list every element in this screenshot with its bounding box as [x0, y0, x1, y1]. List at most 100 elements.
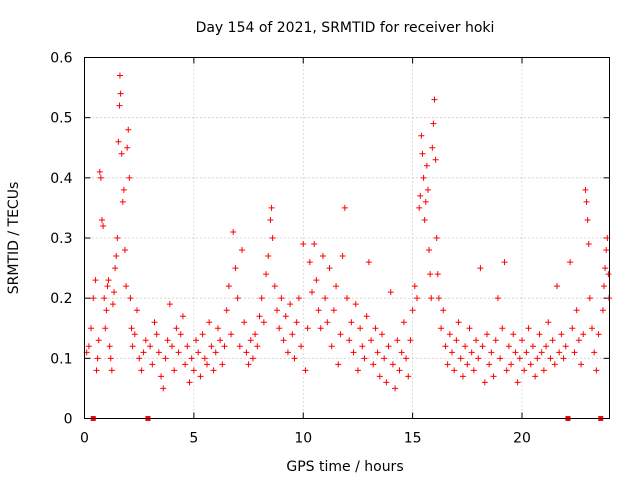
data-point — [536, 331, 543, 338]
data-point — [419, 150, 426, 157]
data-point — [508, 361, 515, 368]
data-point — [396, 367, 403, 374]
data-point — [527, 361, 534, 368]
data-point — [239, 247, 245, 254]
data-point — [403, 355, 410, 362]
data-point — [387, 289, 394, 296]
data-point — [593, 367, 600, 374]
data-point — [337, 331, 344, 338]
data-point — [108, 367, 115, 374]
data-point — [477, 265, 484, 272]
data-point — [438, 325, 445, 332]
data-point — [164, 337, 171, 344]
x-tick-label: 20 — [513, 431, 531, 447]
data-point — [197, 373, 204, 380]
data-point — [591, 349, 598, 356]
data-point — [263, 271, 270, 278]
data-point — [177, 331, 184, 338]
y-tick-label: 0.5 — [50, 111, 72, 127]
data-point — [333, 283, 340, 290]
data-point — [585, 241, 592, 248]
data-point — [420, 174, 427, 181]
data-point — [394, 337, 401, 344]
data-point — [195, 349, 202, 356]
data-point — [112, 265, 119, 272]
data-point — [335, 361, 342, 368]
data-point — [328, 343, 335, 350]
data-point — [127, 295, 134, 302]
data-point — [357, 325, 364, 332]
data-point — [400, 319, 407, 326]
data-point — [324, 319, 331, 326]
data-point — [149, 361, 156, 368]
data-point — [529, 343, 536, 350]
data-point — [304, 325, 311, 332]
y-tick-label: 0.2 — [50, 291, 72, 307]
data-point — [575, 337, 582, 344]
data-point — [372, 325, 379, 332]
data-point — [398, 349, 405, 356]
data-point — [243, 349, 250, 356]
data-point — [228, 331, 235, 338]
data-point — [599, 307, 606, 314]
data-point — [573, 307, 580, 314]
data-point — [124, 144, 131, 151]
data-point — [444, 361, 451, 368]
data-point — [569, 325, 576, 332]
data-point — [276, 325, 283, 332]
data-point — [578, 361, 585, 368]
data-point — [580, 331, 587, 338]
data-point — [313, 277, 320, 284]
data-point — [431, 96, 438, 103]
data-point — [341, 204, 348, 211]
data-point — [111, 289, 118, 296]
data-point — [256, 313, 263, 320]
data-point — [119, 198, 126, 205]
data-point — [309, 289, 315, 296]
data-point — [92, 277, 99, 284]
data-point — [435, 295, 442, 302]
data-point — [354, 367, 361, 374]
chart-title: Day 154 of 2021, SRMTID for receiver hok… — [196, 20, 495, 36]
data-point — [298, 343, 305, 350]
data-point — [193, 337, 200, 344]
data-point — [234, 295, 241, 302]
data-point — [512, 349, 519, 356]
data-point — [138, 367, 145, 374]
data-point — [100, 222, 107, 229]
data-point — [125, 126, 132, 133]
data-point — [315, 307, 322, 314]
data-point — [268, 204, 275, 211]
data-point — [258, 295, 265, 302]
data-point — [85, 343, 92, 350]
data-point — [287, 301, 294, 308]
data-point — [94, 355, 101, 362]
x-tick-label: 10 — [294, 431, 312, 447]
data-point — [96, 168, 103, 175]
data-point — [422, 198, 429, 205]
data-point — [411, 283, 418, 290]
data-point — [414, 295, 420, 302]
data-point — [236, 343, 243, 350]
data-point — [162, 355, 169, 362]
data-point — [142, 337, 149, 344]
x-axis-label: GPS time / hours — [286, 459, 403, 475]
data-point — [123, 283, 130, 290]
data-point — [571, 349, 578, 356]
data-point — [462, 343, 469, 350]
data-point — [182, 361, 189, 368]
data-point — [166, 301, 173, 308]
data-point — [453, 337, 460, 344]
data-point — [427, 271, 434, 278]
data-point — [151, 319, 158, 326]
data-point — [490, 373, 497, 380]
data-point — [104, 283, 111, 290]
data-point — [326, 265, 333, 272]
data-point — [344, 295, 350, 302]
data-point — [586, 295, 593, 302]
data-point — [169, 343, 175, 350]
data-point — [208, 343, 215, 350]
data-point — [339, 253, 346, 260]
data-point — [510, 331, 517, 338]
